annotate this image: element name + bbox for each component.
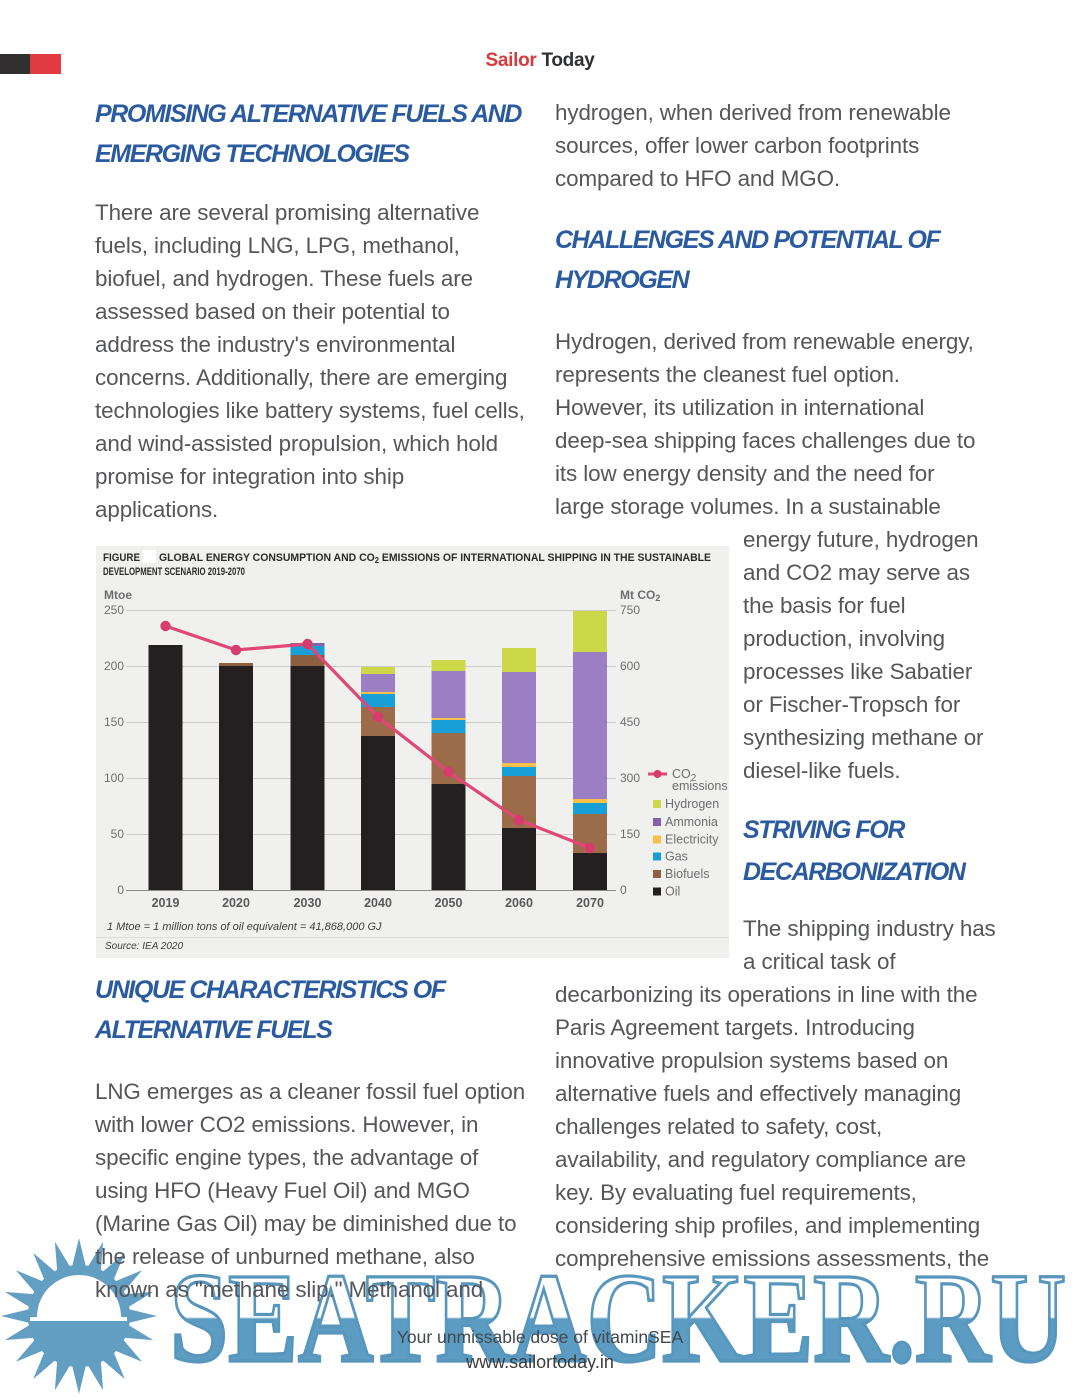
svg-text:0: 0 (117, 883, 124, 897)
svg-text:600: 600 (620, 659, 640, 673)
svg-text:2020: 2020 (222, 896, 250, 910)
svg-text:50: 50 (111, 827, 125, 841)
svg-text:Mtoe: Mtoe (104, 588, 132, 602)
svg-text:Source: IEA 2020: Source: IEA 2020 (105, 941, 183, 952)
svg-text:GLOBAL ENERGY CONSUMPTION AND: GLOBAL ENERGY CONSUMPTION AND CO2 EMISSI… (159, 552, 711, 565)
svg-text:2070: 2070 (576, 896, 604, 910)
svg-text:Mt CO2: Mt CO2 (620, 588, 660, 603)
svg-text:2060: 2060 (505, 896, 533, 910)
svg-text:2019: 2019 (152, 896, 180, 910)
svg-text:200: 200 (104, 659, 124, 673)
svg-text:emissions: emissions (672, 779, 728, 793)
svg-text:1 Mtoe = 1 million tons of oil: 1 Mtoe = 1 million tons of oil equivalen… (107, 921, 382, 933)
svg-text:2050: 2050 (435, 896, 463, 910)
svg-text:450: 450 (620, 715, 640, 729)
svg-text:2040: 2040 (364, 896, 392, 910)
svg-text:Oil: Oil (665, 885, 680, 899)
svg-text:Gas: Gas (665, 850, 688, 864)
svg-text:2030: 2030 (294, 896, 322, 910)
svg-text:FIGURE: FIGURE (103, 552, 140, 564)
svg-text:0: 0 (620, 883, 627, 897)
svg-text:Biofuels: Biofuels (665, 867, 709, 881)
svg-text:150: 150 (104, 715, 124, 729)
svg-text:Ammonia: Ammonia (665, 815, 718, 829)
svg-text:300: 300 (620, 771, 640, 785)
svg-text:750: 750 (620, 603, 640, 617)
svg-text:Electricity: Electricity (665, 833, 719, 847)
svg-text:Hydrogen: Hydrogen (665, 797, 719, 811)
svg-text:CO2: CO2 (672, 767, 697, 784)
svg-text:100: 100 (104, 771, 124, 785)
svg-text:DEVELOPMENT SCENARIO 2019-2070: DEVELOPMENT SCENARIO 2019-2070 (103, 566, 245, 578)
svg-text:250: 250 (104, 603, 124, 617)
svg-text:150: 150 (620, 827, 640, 841)
